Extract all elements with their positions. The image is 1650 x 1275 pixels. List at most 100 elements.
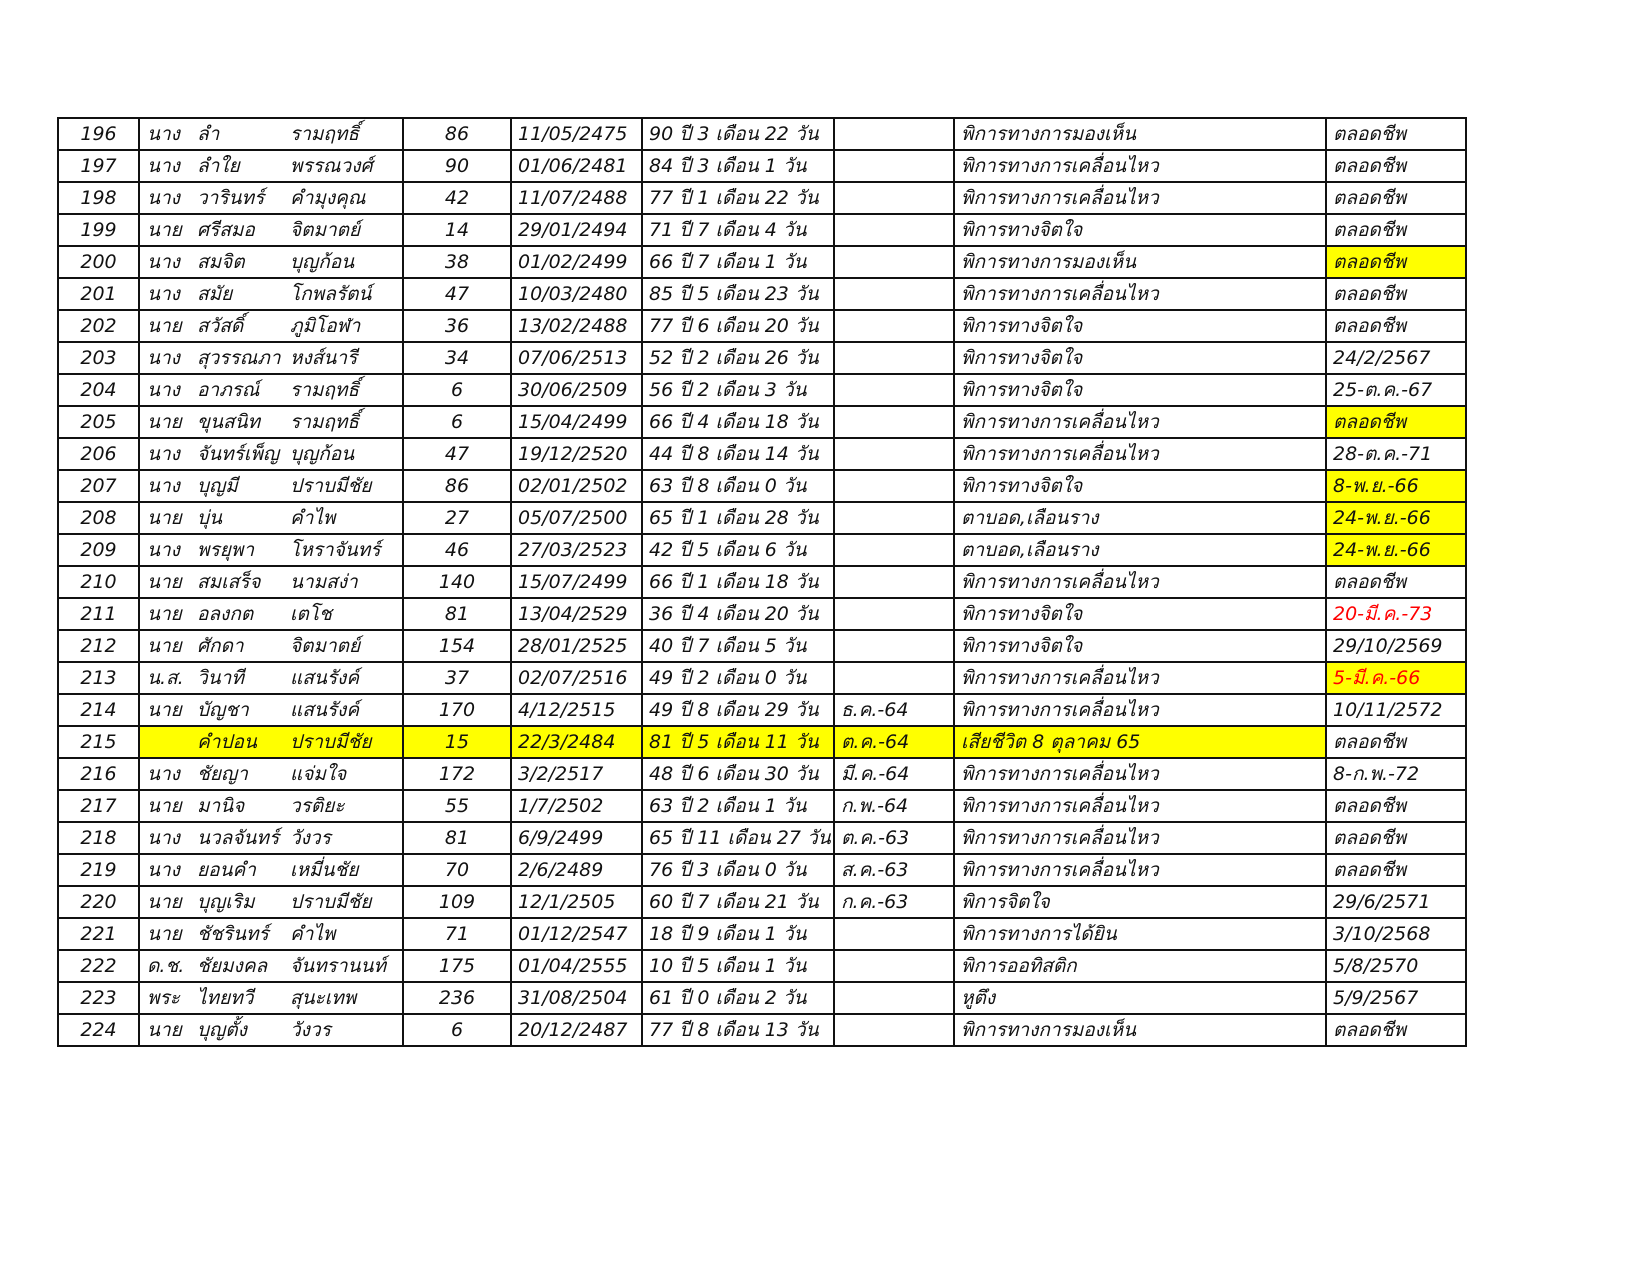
last-name: รามฤทธิ์ [290, 379, 360, 401]
table-row: 221 นาย ชัชรินทร์ คำไพ 71 01/12/2547 18 … [57, 917, 1467, 951]
name-cell: นาง สุวรรณภา หงส์นารี [138, 341, 404, 375]
disability-type: พิการทางจิตใจ [953, 373, 1327, 407]
last-name: วรติยะ [290, 795, 345, 817]
table-row: 209 นาง พรยุพา โหราจันทร์ 46 27/03/2523 … [57, 533, 1467, 567]
age: 90 ปี 3 เดือน 22 วัน [641, 117, 835, 151]
row-number: 199 [57, 213, 140, 247]
registration-month [833, 277, 955, 311]
row-number: 196 [57, 117, 140, 151]
house-number: 175 [402, 949, 512, 983]
table-row: 203 นาง สุวรรณภา หงส์นารี 34 07/06/2513 … [57, 341, 1467, 375]
card-expiry: 28-ต.ค.-71 [1325, 437, 1467, 471]
table-row: 212 นาย ศักดา จิตมาตย์ 154 28/01/2525 40… [57, 629, 1467, 663]
disability-type: พิการทางการเคลื่อนไหว [953, 853, 1327, 887]
card-expiry: ตลอดชีพ [1325, 309, 1467, 343]
row-number: 215 [57, 725, 140, 759]
card-expiry: 24-พ.ย.-66 [1325, 501, 1467, 535]
last-name: จันทรานนท์ [290, 955, 387, 977]
registration-month [833, 341, 955, 375]
disability-type: พิการทางการเคลื่อนไหว [953, 661, 1327, 695]
title-prefix: ด.ช. [147, 955, 185, 977]
title-prefix: นาง [147, 123, 180, 145]
table-row: 205 นาย ขุนสนิท รามฤทธิ์ 6 15/04/2499 66… [57, 405, 1467, 439]
house-number: 140 [402, 565, 512, 599]
disability-type: พิการทางการเคลื่อนไหว [953, 693, 1327, 727]
table-body: 196 นาง ลำ รามฤทธิ์ 86 11/05/2475 90 ปี … [57, 117, 1467, 1047]
card-expiry: ตลอดชีพ [1325, 789, 1467, 823]
row-number: 201 [57, 277, 140, 311]
title-prefix: นาง [147, 187, 180, 209]
card-expiry: ตลอดชีพ [1325, 213, 1467, 247]
table-row: 200 นาง สมจิต บุญก้อน 38 01/02/2499 66 ป… [57, 245, 1467, 279]
row-number: 202 [57, 309, 140, 343]
registration-month [833, 981, 955, 1015]
registration-month: ธ.ค.-64 [833, 693, 955, 727]
age: 18 ปี 9 เดือน 1 วัน [641, 917, 835, 951]
disability-type: พิการทางการเคลื่อนไหว [953, 437, 1327, 471]
registration-month [833, 437, 955, 471]
card-expiry: 25-ต.ค.-67 [1325, 373, 1467, 407]
first-name: คำปอน [197, 731, 257, 753]
birth-date: 30/06/2509 [510, 373, 643, 407]
name-cell: นาง นวลจันทร์ วังวร [138, 821, 404, 855]
house-number: 81 [402, 597, 512, 631]
disability-type: พิการทางจิตใจ [953, 629, 1327, 663]
table-row: 207 นาง บุญมี ปราบมีชัย 86 02/01/2502 63… [57, 469, 1467, 503]
title-prefix: นาง [147, 763, 180, 785]
disability-type: พิการทางจิตใจ [953, 469, 1327, 503]
disability-type: พิการทางการได้ยิน [953, 917, 1327, 951]
age: 63 ปี 8 เดือน 0 วัน [641, 469, 835, 503]
first-name: ศรีสมอ [197, 219, 255, 241]
card-expiry: 10/11/2572 [1325, 693, 1467, 727]
table-row: 220 นาย บุญเริม ปราบมีชัย 109 12/1/2505 … [57, 885, 1467, 919]
table-row: 219 นาง ยอนคำ เหมี่นชัย 70 2/6/2489 76 ป… [57, 853, 1467, 887]
first-name: ชัยญา [197, 763, 248, 785]
name-cell: นาง ยอนคำ เหมี่นชัย [138, 853, 404, 887]
row-number: 221 [57, 917, 140, 951]
name-cell: นาย ศักดา จิตมาตย์ [138, 629, 404, 663]
title-prefix: นาย [147, 571, 182, 593]
birth-date: 29/01/2494 [510, 213, 643, 247]
birth-date: 1/7/2502 [510, 789, 643, 823]
first-name: สมเสร็จ [197, 571, 261, 593]
disability-type: พิการออทิสติก [953, 949, 1327, 983]
registration-month [833, 213, 955, 247]
card-expiry: 5-มี.ค.-66 [1325, 661, 1467, 695]
last-name: ภูมิโอฬา [290, 315, 361, 337]
age: 42 ปี 5 เดือน 6 วัน [641, 533, 835, 567]
age: 85 ปี 5 เดือน 23 วัน [641, 277, 835, 311]
age: 65 ปี 11 เดือน 27 วัน [641, 821, 835, 855]
row-number: 212 [57, 629, 140, 663]
card-expiry: ตลอดชีพ [1325, 565, 1467, 599]
house-number: 27 [402, 501, 512, 535]
card-expiry: 5/9/2567 [1325, 981, 1467, 1015]
title-prefix: พระ [147, 987, 180, 1009]
last-name: เตโช [290, 603, 332, 625]
row-number: 208 [57, 501, 140, 535]
row-number: 211 [57, 597, 140, 631]
registration-month: มี.ค.-64 [833, 757, 955, 791]
table-row: 198 นาง วารินทร์ คำมุงคุณ 42 11/07/2488 … [57, 181, 1467, 215]
last-name: โกพลรัตน์ [290, 283, 372, 305]
disability-type: ตาบอด,เลือนราง [953, 501, 1327, 535]
first-name: ศักดา [197, 635, 244, 657]
name-cell: น.ส. วินาที แสนรังค์ [138, 661, 404, 695]
last-name: วังวร [290, 1019, 331, 1041]
disability-type: ตาบอด,เลือนราง [953, 533, 1327, 567]
table-row: 210 นาย สมเสร็จ นามสง่า 140 15/07/2499 6… [57, 565, 1467, 599]
age: 66 ปี 7 เดือน 1 วัน [641, 245, 835, 279]
registration-month: ต.ค.-63 [833, 821, 955, 855]
last-name: บุญก้อน [290, 251, 355, 273]
card-expiry: 8-พ.ย.-66 [1325, 469, 1467, 503]
age: 60 ปี 7 เดือน 21 วัน [641, 885, 835, 919]
disability-registry-table: 196 นาง ลำ รามฤทธิ์ 86 11/05/2475 90 ปี … [57, 117, 1467, 1047]
row-number: 198 [57, 181, 140, 215]
title-prefix: นาย [147, 603, 182, 625]
birth-date: 3/2/2517 [510, 757, 643, 791]
house-number: 70 [402, 853, 512, 887]
age: 52 ปี 2 เดือน 26 วัน [641, 341, 835, 375]
last-name: จิตมาตย์ [290, 219, 361, 241]
table-row: 217 นาย มานิจ วรติยะ 55 1/7/2502 63 ปี 2… [57, 789, 1467, 823]
card-expiry: 3/10/2568 [1325, 917, 1467, 951]
registration-month [833, 245, 955, 279]
